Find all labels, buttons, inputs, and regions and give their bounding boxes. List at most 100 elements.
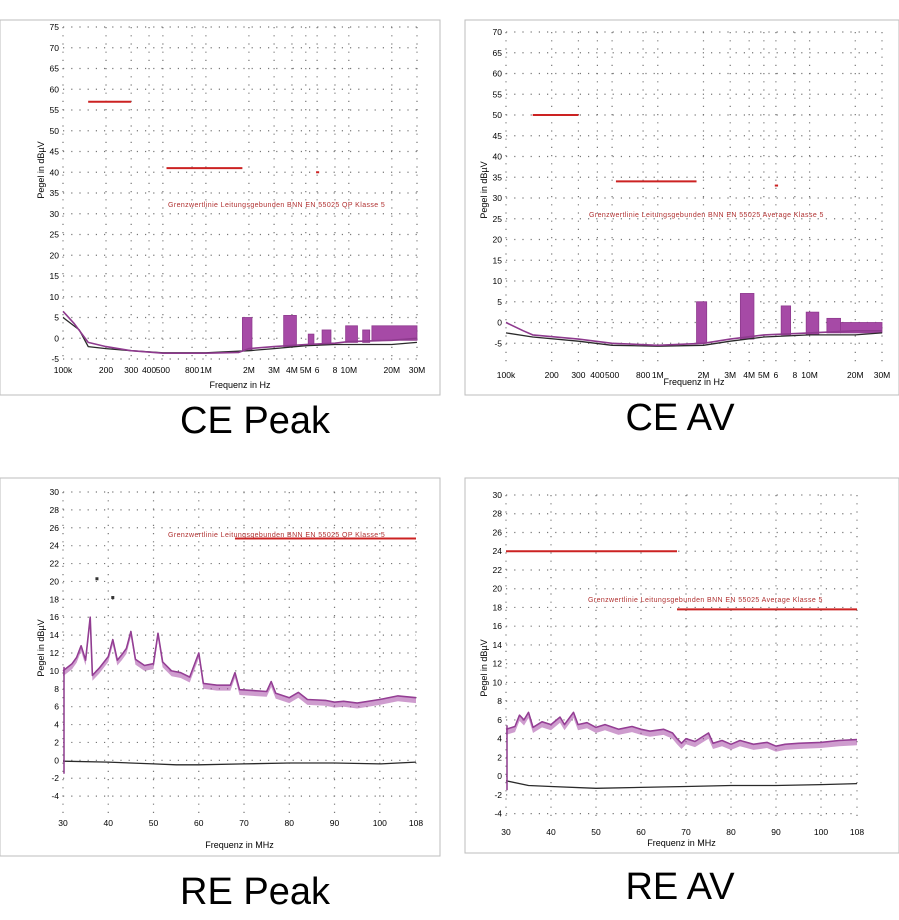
y-tick-label: 0 [54,333,59,343]
y-tick-label: 6 [54,702,59,712]
y-tick-label: 6 [497,715,502,725]
noise-floor-line [505,332,883,347]
y-tick-label: -4 [51,791,59,801]
x-tick-label: 400 [590,370,604,380]
y-tick-label: 16 [493,621,503,631]
y-tick-label: 18 [50,594,60,604]
y-tick-label: 60 [50,84,60,94]
y-tick-label: 22 [50,559,60,569]
y-tick-label: 28 [493,509,503,519]
grid [505,494,858,823]
x-tick-label: 300 [571,370,585,380]
limit-label: Grenzwertlinie Leitungsgebunden BNN EN 5… [168,202,385,209]
signal-line [505,321,882,347]
chart-caption: CE AV [625,397,735,439]
signal-fill [506,712,857,752]
x-tick-label: 100 [373,818,387,828]
y-tick-label: 35 [493,172,503,182]
y-tick-label: 24 [493,546,503,556]
y-axis-label: Pegel in dBµV [479,639,489,696]
marker-point [111,596,115,600]
x-axis-label: Frequenz in Hz [663,377,725,387]
x-tick-label: 200 [99,365,113,375]
y-tick-label: 10 [50,292,60,302]
y-tick-label: 45 [50,147,60,157]
emission-band [696,301,708,344]
limit-label: Grenzwertlinie Leitungsgebunden BNN EN 5… [588,597,823,604]
chart-caption: RE AV [625,866,735,908]
x-tick-label: 50 [591,827,601,837]
y-tick-label: 26 [493,527,503,537]
x-tick-label: 30M [409,365,426,375]
y-tick-label: 12 [50,648,60,658]
emission-band [739,293,755,340]
y-tick-label: 8 [497,696,502,706]
y-tick-label: 65 [50,64,60,74]
x-tick-label: 2M [698,370,710,380]
x-tick-label: 800 [636,370,650,380]
y-tick-label: 50 [493,110,503,120]
y-tick-label: -2 [494,790,502,800]
x-tick-label: 30 [58,818,68,828]
x-tick-label: 50 [149,818,159,828]
y-tick-label: 20 [50,576,60,586]
x-tick-label: 200 [545,370,559,380]
y-tick-label: 20 [50,250,60,260]
y-tick-label: 70 [493,27,503,37]
y-tick-label: 10 [50,666,60,676]
y-tick-label: 26 [50,523,60,533]
y-tick-label: 60 [493,69,503,79]
emission-band [307,333,315,345]
y-tick-label: 5 [497,297,502,307]
emission-band [241,317,253,352]
limit-label: Grenzwertlinie Leitungsgebunden BNN EN 5… [168,532,385,539]
y-tick-label: 4 [497,734,502,744]
y-tick-label: 25 [50,230,60,240]
x-tick-label: 108 [409,818,423,828]
chart-caption: CE Peak [180,400,330,442]
x-tick-label: 6 [315,365,320,375]
x-tick-label: 108 [850,827,864,837]
y-tick-label: 20 [493,584,503,594]
noise-floor-line [62,760,417,766]
y-tick-label: 2 [54,737,59,747]
x-tick-label: 5M [758,370,770,380]
x-tick-label: 80 [285,818,295,828]
y-tick-label: 15 [50,271,60,281]
marker-point [95,577,99,581]
chart-panel-ce-av: 70 65 60 55 50 45 40 35 30 25 20 15 10 5 0 -5 100k 200 300… [464,0,899,450]
chart-frame [464,477,899,854]
x-tick-label: 2M [243,365,255,375]
y-axis-label: Pegel in dBµV [479,161,489,218]
y-tick-label: 30 [493,490,503,500]
chart-panel-ce-peak: 75 70 65 60 55 50 45 40 35 30 25 20 15 10 5 0 -5 100k 200 3… [0,0,441,450]
emission-band [840,322,883,334]
y-tick-label: 5 [54,313,59,323]
x-tick-label: 800 [185,365,199,375]
y-tick-label: 4 [54,720,59,730]
x-axis-label: Frequenz in MHz [205,840,274,850]
x-tick-label: 40 [546,827,556,837]
x-tick-label: 80 [726,827,736,837]
y-tick-label: 28 [50,505,60,515]
x-tick-label: 1M [652,370,664,380]
x-tick-label: 8 [793,370,798,380]
chart-frame [0,19,441,396]
x-tick-label: 10M [801,370,818,380]
noise-floor-line [62,316,418,354]
signal-line [505,711,858,747]
y-axis-label: Pegel in dBµV [36,141,46,198]
y-tick-label: 24 [50,541,60,551]
y-tick-label: 75 [50,22,60,32]
y-tick-label: 15 [493,255,503,265]
x-tick-label: 3M [724,370,736,380]
y-tick-label: 25 [493,214,503,224]
emission-band [362,329,371,343]
x-tick-label: 8 [333,365,338,375]
y-tick-label: 16 [50,612,60,622]
y-tick-label: 50 [50,126,60,136]
signal-line [62,616,417,704]
